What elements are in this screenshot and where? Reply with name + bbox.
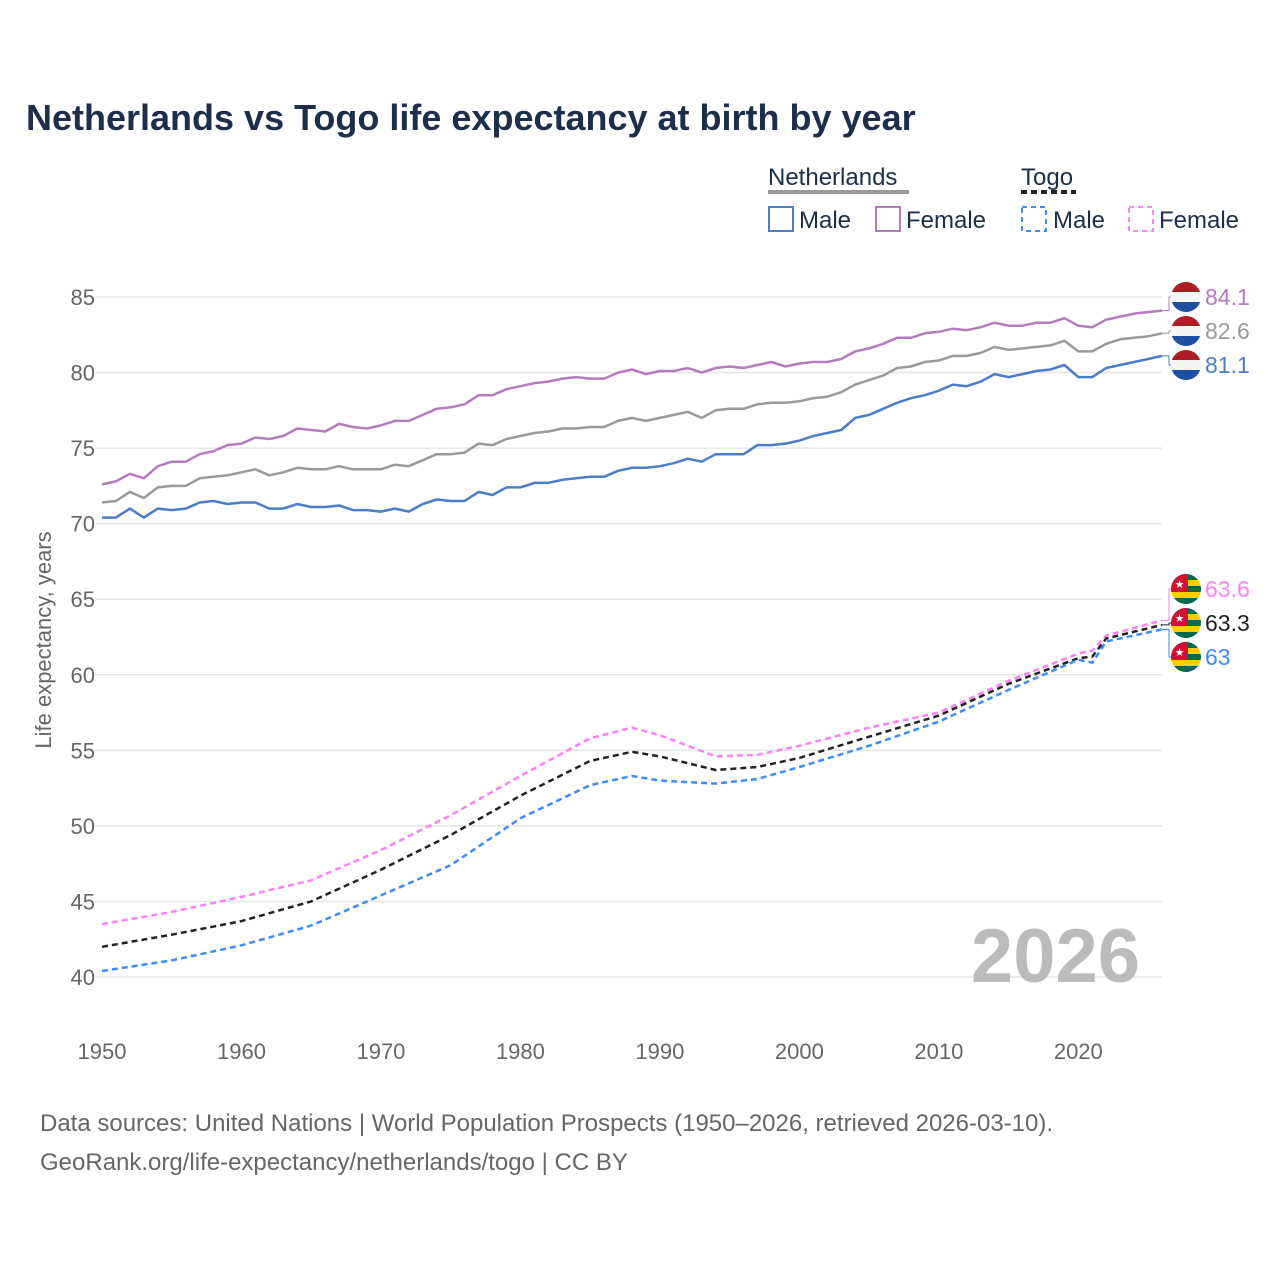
y-tick-label: 70 (71, 512, 95, 537)
x-tick-label: 1970 (356, 1039, 405, 1064)
x-tick-label: 2020 (1054, 1039, 1103, 1064)
series-line-netherlands-male (102, 354, 1163, 519)
series-line-netherlands-female (101, 309, 1163, 486)
legend-group-togo[interactable]: Togo (1021, 164, 1073, 191)
y-tick-label: 40 (71, 965, 95, 990)
end-label-netherlands-total: 82.6 (1205, 318, 1250, 344)
legend-label-netherlands-female[interactable]: Female (906, 207, 986, 234)
y-tick-label: 45 (71, 889, 95, 914)
end-label-togo-male: 63 (1205, 644, 1231, 670)
netherlands-flag-icon (1171, 316, 1201, 346)
y-tick-label: 80 (71, 361, 95, 386)
legend: Netherlands Togo Male Female Male Female (768, 164, 1239, 234)
y-tick-label: 50 (71, 814, 95, 839)
series-line-togo-female (101, 619, 1163, 926)
y-tick-label: 65 (71, 587, 95, 612)
legend-group-netherlands[interactable]: Netherlands (768, 164, 897, 191)
togo-flag-icon: ★ (1171, 574, 1201, 604)
y-tick-label: 75 (71, 436, 95, 461)
y-tick-label: 55 (71, 738, 95, 763)
legend-swatch-togo-male[interactable] (1021, 206, 1047, 232)
svg-text:★: ★ (1175, 647, 1185, 659)
togo-flag-icon: ★ (1171, 608, 1201, 638)
end-label-togo-female: 63.6 (1205, 576, 1250, 602)
netherlands-flag-icon (1171, 282, 1201, 312)
legend-label-togo-male[interactable]: Male (1053, 207, 1105, 234)
series-line-togo-total (101, 623, 1163, 949)
legend-swatch-netherlands-female[interactable] (875, 206, 901, 232)
togo-flag-icon: ★ (1171, 642, 1201, 672)
grid (95, 296, 1162, 978)
x-tick-label: 1980 (496, 1039, 545, 1064)
series-lines (101, 309, 1163, 973)
source-line-1: Data sources: United Nations | World Pop… (40, 1110, 1053, 1137)
y-tick-label: 85 (71, 285, 95, 310)
y-axis-ticks: 40 45 50 55 60 65 70 75 80 85 (71, 285, 95, 990)
legend-swatch-togo-female[interactable] (1128, 206, 1154, 232)
source-line-2[interactable]: GeoRank.org/life-expectancy/netherlands/… (40, 1149, 628, 1176)
y-axis-label: Life expectancy, years (31, 531, 56, 748)
x-axis-ticks: 1950 1960 1970 1980 1990 2000 2010 2020 (78, 1039, 1103, 1064)
svg-text:★: ★ (1175, 613, 1185, 625)
x-tick-label: 1950 (78, 1039, 127, 1064)
end-labels: 84.1 82.6 81.1 ★ 63.6 ★ 63.3 ★ 63 (1162, 282, 1250, 672)
end-label-netherlands-male: 81.1 (1205, 352, 1250, 378)
y-tick-label: 60 (71, 663, 95, 688)
x-tick-label: 2010 (914, 1039, 963, 1064)
legend-label-netherlands-male[interactable]: Male (799, 207, 851, 234)
legend-swatch-netherlands-male[interactable] (768, 206, 794, 232)
year-watermark: 2026 (971, 914, 1140, 999)
netherlands-flag-icon (1171, 350, 1201, 380)
end-label-togo-total: 63.3 (1205, 610, 1250, 636)
svg-text:★: ★ (1175, 579, 1185, 591)
x-tick-label: 1990 (635, 1039, 684, 1064)
x-tick-label: 1960 (217, 1039, 266, 1064)
chart-title: Netherlands vs Togo life expectancy at b… (26, 97, 916, 138)
end-label-netherlands-female: 84.1 (1205, 284, 1250, 310)
series-line-netherlands-total (101, 332, 1163, 504)
x-tick-label: 2000 (775, 1039, 824, 1064)
legend-label-togo-female[interactable]: Female (1159, 207, 1239, 234)
